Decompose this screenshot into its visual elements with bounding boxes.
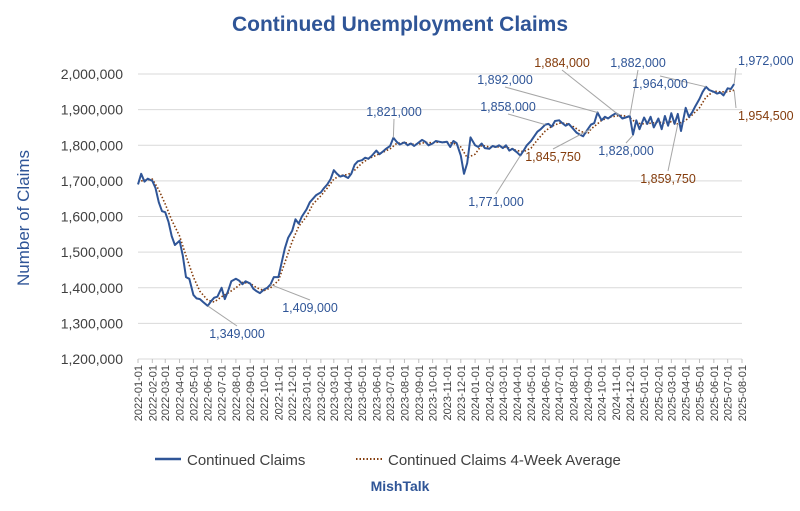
x-tick-label: 2023-05-01 xyxy=(357,365,369,421)
annotation-label: 1,845,750 xyxy=(525,150,581,164)
x-tick-label: 2025-03-01 xyxy=(666,365,678,421)
x-tick-label: 2024-09-01 xyxy=(583,365,595,421)
x-tick-label: 2024-03-01 xyxy=(498,365,510,421)
x-tick-label: 2023-03-01 xyxy=(329,365,341,421)
annotation-label: 1,882,000 xyxy=(610,56,666,70)
annotation-label: 1,858,000 xyxy=(480,100,536,114)
annotation-leader xyxy=(629,69,639,117)
x-tick-label: 2025-08-01 xyxy=(737,365,749,421)
x-tick-label: 2022-07-01 xyxy=(217,365,229,421)
x-tick-label: 2023-10-01 xyxy=(428,365,440,421)
x-tick-label: 2022-06-01 xyxy=(203,365,215,421)
x-tick-label: 2023-01-01 xyxy=(302,365,314,421)
x-tick-label: 2022-11-01 xyxy=(273,365,285,420)
annotation-leader xyxy=(625,134,634,144)
x-tick-label: 2024-11-01 xyxy=(611,365,623,420)
annotation-label: 1,821,000 xyxy=(366,105,422,119)
y-tick-label: 2,000,000 xyxy=(61,66,123,82)
annotation-leader xyxy=(733,90,737,109)
x-tick-label: 2022-01-01 xyxy=(133,365,145,421)
annotation-label: 1,884,000 xyxy=(534,56,590,70)
x-tick-labels: 2022-01-01 2022-02-01 2022-03-01 2022-04-01… xyxy=(133,359,749,421)
annotation-leader xyxy=(561,69,620,116)
x-tick-label: 2023-09-01 xyxy=(414,365,426,421)
x-tick-label: 2024-07-01 xyxy=(554,365,566,421)
legend-label-continued-claims: Continued Claims xyxy=(187,452,305,469)
y-tick-label: 1,300,000 xyxy=(61,315,123,331)
x-tick-label: 2025-02-01 xyxy=(653,365,665,421)
annotation-leader xyxy=(507,113,546,126)
legend-label-4-week-average: Continued Claims 4-Week Average xyxy=(388,452,621,469)
annotation-leader xyxy=(504,86,598,113)
annotation-label: 1,409,000 xyxy=(282,301,338,315)
x-tick-label: 2022-10-01 xyxy=(259,365,271,421)
gridlines xyxy=(138,73,742,360)
x-tick-label: 2022-03-01 xyxy=(160,365,172,421)
annotation-leader xyxy=(495,155,521,195)
annotation-leader xyxy=(659,75,707,88)
source-label: MishTalk xyxy=(371,478,430,494)
series-line-4-week-average xyxy=(141,89,735,303)
y-tick-label: 1,600,000 xyxy=(61,209,123,225)
y-tick-label: 1,200,000 xyxy=(61,351,123,367)
y-tick-labels: 1,200,000 1,300,000 1,400,000 1,500,000 1,60… xyxy=(61,66,123,367)
x-tick-label: 2023-06-01 xyxy=(371,365,383,421)
annotation-label: 1,892,000 xyxy=(477,73,533,87)
y-axis-label: Number of Claims xyxy=(14,150,33,286)
annotation-leader xyxy=(552,128,592,150)
x-tick-label: 2023-02-01 xyxy=(316,365,328,421)
x-tick-label: 2025-01-01 xyxy=(639,365,651,421)
x-tick-label: 2023-07-01 xyxy=(385,365,397,421)
x-tick-label: 2025-06-01 xyxy=(709,365,721,421)
series-lines xyxy=(137,83,735,307)
x-tick-label: 2022-12-01 xyxy=(287,365,299,421)
annotation-label: 1,349,000 xyxy=(209,327,265,341)
x-tick-label: 2022-05-01 xyxy=(188,365,200,421)
x-tick-label: 2024-12-01 xyxy=(625,365,637,421)
annotation-leader xyxy=(207,305,238,327)
x-tick-label: 2025-04-01 xyxy=(681,365,693,421)
y-tick-label: 1,500,000 xyxy=(61,244,123,260)
x-tick-label: 2023-11-01 xyxy=(442,365,454,420)
x-tick-label: 2024-01-01 xyxy=(470,365,482,421)
x-tick-label: 2024-05-01 xyxy=(526,365,538,421)
series-line-continued-claims xyxy=(137,83,735,307)
x-tick-label: 2023-12-01 xyxy=(456,365,468,421)
y-tick-label: 1,400,000 xyxy=(61,280,123,296)
x-tick-label: 2025-05-01 xyxy=(695,365,707,421)
annotation-label: 1,828,000 xyxy=(598,144,654,158)
annotation-label: 1,859,750 xyxy=(640,172,696,186)
x-tick-label: 2024-06-01 xyxy=(540,365,552,421)
x-tick-label: 2023-08-01 xyxy=(399,365,411,421)
x-tick-label: 2022-09-01 xyxy=(245,365,257,421)
legend: Continued Claims Continued Claims 4-Week… xyxy=(155,452,621,469)
x-tick-label: 2024-08-01 xyxy=(568,365,580,421)
x-tick-label: 2022-02-01 xyxy=(147,365,159,421)
x-tick-label: 2024-04-01 xyxy=(512,365,524,421)
y-tick-label: 1,900,000 xyxy=(61,102,123,118)
x-tick-label: 2022-04-01 xyxy=(175,365,187,421)
y-tick-label: 1,700,000 xyxy=(61,173,123,189)
x-tick-label: 2025-07-01 xyxy=(723,365,735,421)
annotation-leader xyxy=(392,118,395,138)
annotation-label: 1,972,000 xyxy=(738,54,794,68)
chart-title: Continued Unemployment Claims xyxy=(232,13,568,36)
x-tick-label: 2024-02-01 xyxy=(484,365,496,421)
annotation-label: 1,954,500 xyxy=(738,109,794,123)
x-tick-label: 2022-08-01 xyxy=(231,365,243,421)
annotation-label: 1,771,000 xyxy=(468,195,524,209)
x-tick-label: 2023-04-01 xyxy=(343,365,355,421)
x-tick-label: 2024-10-01 xyxy=(597,365,609,421)
annotation-leader xyxy=(667,123,679,172)
annotation-label: 1,964,000 xyxy=(632,77,688,91)
annotation-leader xyxy=(270,284,311,301)
annotation-leader xyxy=(733,67,737,85)
annotations: 1,349,000 1,409,000 1,821,000 1,771,000 1,85… xyxy=(207,54,794,341)
y-tick-label: 1,800,000 xyxy=(61,137,123,153)
